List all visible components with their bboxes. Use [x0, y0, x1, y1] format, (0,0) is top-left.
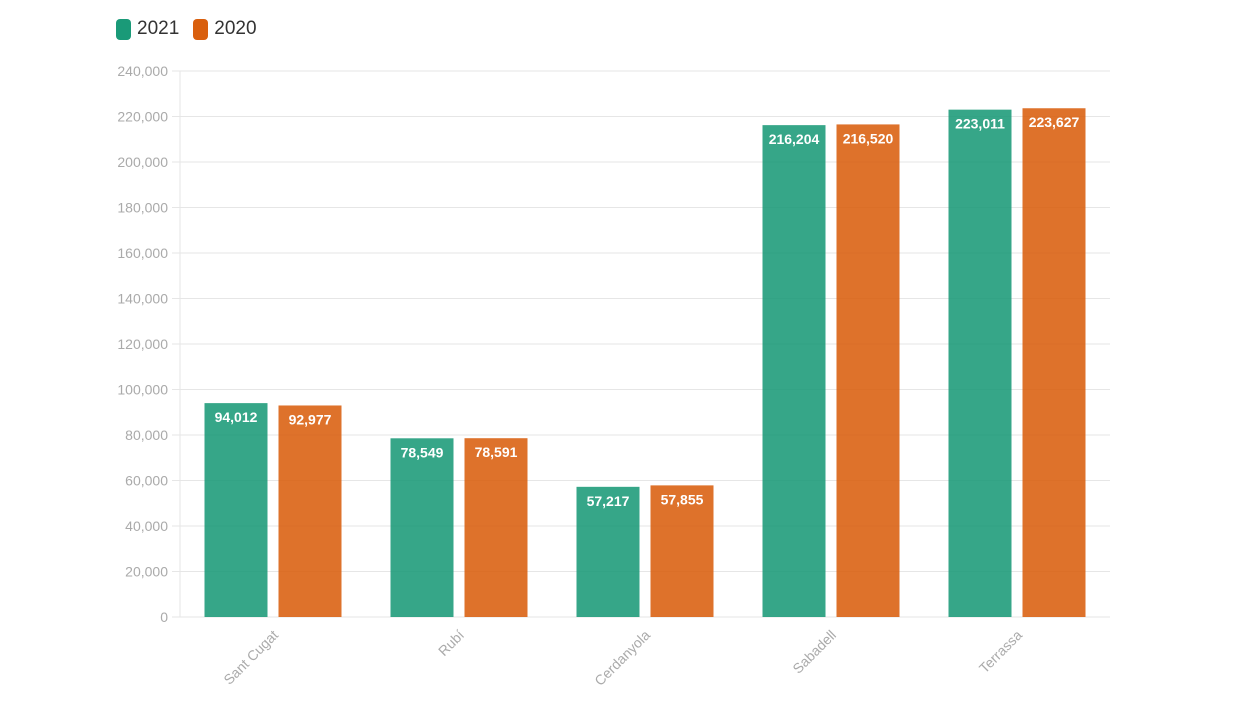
- y-tick-label: 0: [160, 609, 168, 625]
- data-label: 57,217: [587, 493, 630, 509]
- bar-2020: [464, 438, 528, 617]
- data-label: 223,011: [955, 116, 1005, 132]
- y-tick-label: 40,000: [125, 518, 168, 534]
- y-tick-label: 180,000: [117, 200, 168, 216]
- data-label: 92,977: [289, 411, 332, 427]
- x-tick-label: Sabadell: [789, 627, 839, 677]
- legend-item-2021[interactable]: 2021: [116, 18, 179, 40]
- data-label: 216,204: [769, 131, 820, 147]
- data-label: 216,520: [843, 130, 894, 146]
- y-tick-label: 80,000: [125, 427, 168, 443]
- y-tick-label: 120,000: [117, 336, 168, 352]
- bar-2020: [1022, 108, 1086, 618]
- legend-swatch-2020: [193, 18, 209, 40]
- legend-label-2021: 2021: [137, 18, 180, 39]
- data-label: 78,591: [475, 444, 518, 460]
- bar-2021: [390, 438, 454, 617]
- bar-2021: [576, 486, 640, 617]
- data-label: 57,855: [661, 491, 704, 507]
- bar-2021: [204, 403, 268, 617]
- legend-label-2020: 2020: [214, 18, 257, 39]
- y-tick-label: 100,000: [117, 382, 168, 398]
- data-label: 78,549: [401, 444, 444, 460]
- bar-2020: [278, 405, 342, 617]
- x-tick-label: Terrassa: [976, 627, 1025, 676]
- y-tick-label: 200,000: [117, 154, 168, 170]
- bar-2021: [762, 125, 826, 618]
- y-tick-label: 140,000: [117, 291, 168, 307]
- y-tick-label: 220,000: [117, 109, 168, 125]
- y-tick-label: 160,000: [117, 245, 168, 261]
- data-label: 223,627: [1029, 114, 1080, 130]
- legend-item-2020[interactable]: 2020: [193, 18, 257, 40]
- bar-2020: [650, 485, 714, 617]
- bar-2021: [948, 109, 1012, 618]
- x-tick-label: Sant Cugat: [220, 627, 281, 688]
- x-tick-label: Cerdanyola: [591, 627, 653, 689]
- y-tick-label: 60,000: [125, 473, 168, 489]
- data-label: 94,012: [215, 409, 258, 425]
- y-tick-label: 240,000: [117, 63, 168, 79]
- x-tick-label: Rubí: [435, 627, 467, 659]
- legend-swatch-2021: [116, 18, 131, 40]
- bar-2020: [836, 124, 900, 618]
- chart-legend: 2021 2020: [116, 18, 257, 40]
- y-tick-label: 20,000: [125, 564, 168, 580]
